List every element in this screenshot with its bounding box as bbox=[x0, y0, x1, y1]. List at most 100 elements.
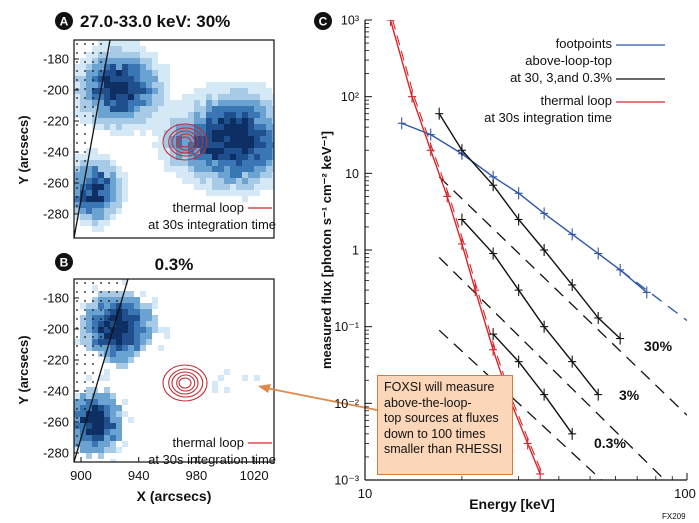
map-pixel bbox=[98, 76, 104, 82]
hatch-dot bbox=[92, 97, 94, 99]
map-pixel bbox=[74, 106, 80, 112]
panel-a-badge-circle bbox=[55, 12, 73, 30]
map-pixel bbox=[260, 124, 266, 130]
map-pixel bbox=[104, 327, 110, 333]
map-pixel bbox=[188, 178, 194, 184]
map-pixel bbox=[218, 178, 224, 184]
map-pixel bbox=[134, 124, 140, 130]
map-pixel bbox=[242, 130, 248, 136]
map-pixel bbox=[236, 142, 242, 148]
map-pixel bbox=[86, 214, 92, 220]
map-pixel bbox=[104, 166, 110, 172]
hatch-dot bbox=[84, 133, 86, 135]
legend-above-loop-top: above-loop-top bbox=[525, 53, 612, 68]
hatch-dot bbox=[100, 300, 102, 302]
map-pixel bbox=[104, 393, 110, 399]
map-pixel bbox=[206, 88, 212, 94]
map-pixel bbox=[104, 64, 110, 70]
series-line bbox=[492, 333, 573, 435]
map-pixel bbox=[224, 130, 230, 136]
map-pixel bbox=[110, 393, 116, 399]
map-pixel bbox=[86, 333, 92, 339]
map-pixel bbox=[128, 94, 134, 100]
hatch-dot bbox=[84, 52, 86, 54]
map-pixel bbox=[164, 124, 170, 130]
hatch-dot bbox=[84, 88, 86, 90]
map-pixel bbox=[128, 130, 134, 136]
panel-a-image bbox=[74, 40, 274, 232]
map-pixel bbox=[260, 178, 266, 184]
map-pixel bbox=[104, 172, 110, 178]
map-pixel bbox=[110, 124, 116, 130]
map-pixel bbox=[242, 160, 248, 166]
thermal-contour bbox=[162, 123, 208, 161]
map-pixel bbox=[122, 130, 128, 136]
map-pixel bbox=[98, 196, 104, 202]
x-tick-label: 100 bbox=[674, 486, 696, 501]
map-pixel bbox=[176, 100, 182, 106]
map-pixel bbox=[74, 423, 80, 429]
map-pixel bbox=[230, 82, 236, 88]
map-pixel bbox=[80, 321, 86, 327]
map-pixel bbox=[98, 351, 104, 357]
map-pixel bbox=[236, 166, 242, 172]
hatch-dot bbox=[84, 309, 86, 311]
map-pixel bbox=[140, 70, 146, 76]
map-pixel bbox=[200, 172, 206, 178]
map-pixel bbox=[272, 154, 274, 160]
map-pixel bbox=[242, 124, 248, 130]
y-tick-label: -220 bbox=[43, 353, 69, 368]
map-pixel bbox=[92, 172, 98, 178]
map-pixel bbox=[134, 345, 140, 351]
map-pixel bbox=[98, 58, 104, 64]
map-pixel bbox=[86, 88, 92, 94]
map-pixel bbox=[98, 297, 104, 303]
hatch-dot bbox=[76, 178, 78, 180]
map-pixel bbox=[98, 435, 104, 441]
map-pixel bbox=[104, 46, 110, 52]
hatch-dot bbox=[100, 327, 102, 329]
map-pixel bbox=[134, 118, 140, 124]
map-pixel bbox=[230, 160, 236, 166]
map-pixel bbox=[86, 375, 92, 381]
map-pixel bbox=[272, 106, 274, 112]
map-pixel bbox=[206, 106, 212, 112]
map-pixel bbox=[86, 202, 92, 208]
map-pixel bbox=[254, 130, 260, 136]
map-pixel bbox=[224, 190, 230, 196]
map-pixel bbox=[116, 52, 122, 58]
map-pixel bbox=[212, 160, 218, 166]
map-pixel bbox=[200, 178, 206, 184]
map-pixel bbox=[98, 166, 104, 172]
map-pixel bbox=[92, 214, 98, 220]
hatch-dot bbox=[84, 106, 86, 108]
map-pixel bbox=[110, 40, 116, 46]
map-pixel bbox=[92, 178, 98, 184]
hatch-dot bbox=[116, 282, 118, 284]
map-pixel bbox=[236, 124, 242, 130]
map-pixel bbox=[134, 46, 140, 52]
extrapolation-line bbox=[438, 176, 687, 416]
map-pixel bbox=[272, 160, 274, 166]
map-pixel bbox=[74, 405, 80, 411]
map-pixel bbox=[74, 393, 80, 399]
map-pixel bbox=[140, 345, 146, 351]
map-pixel bbox=[152, 118, 158, 124]
map-pixel bbox=[230, 154, 236, 160]
map-pixel bbox=[110, 88, 116, 94]
map-pixel bbox=[128, 345, 134, 351]
hatch-dot bbox=[92, 106, 94, 108]
map-pixel bbox=[98, 447, 104, 453]
map-pixel bbox=[92, 327, 98, 333]
map-pixel bbox=[188, 160, 194, 166]
y-tick-label: -180 bbox=[43, 291, 69, 306]
map-pixel bbox=[170, 100, 176, 106]
hatch-dot bbox=[92, 336, 94, 338]
foxsi-callout: FOXSI will measure above-the-loop- top s… bbox=[377, 375, 513, 475]
map-pixel bbox=[134, 297, 140, 303]
map-pixel bbox=[122, 357, 128, 363]
map-pixel bbox=[80, 339, 86, 345]
map-pixel bbox=[242, 106, 248, 112]
map-pixel bbox=[236, 136, 242, 142]
panel-b-ylabel: Y (arcsecs) bbox=[16, 335, 31, 404]
